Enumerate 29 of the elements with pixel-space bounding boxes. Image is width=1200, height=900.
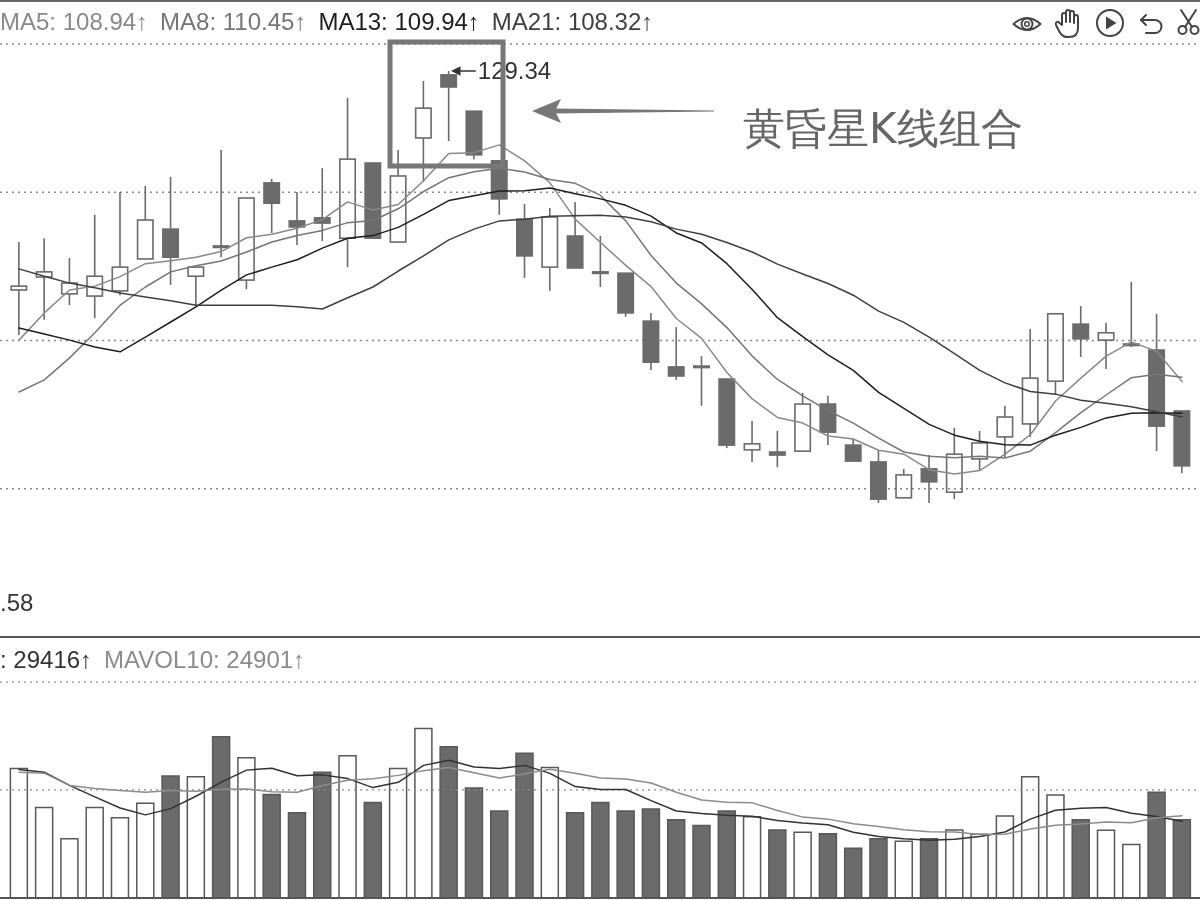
candlestick	[566, 201, 584, 269]
candlestick	[1122, 281, 1140, 348]
candlestick	[86, 214, 104, 319]
candlestick	[1097, 322, 1115, 370]
text: MA8: 110.45↑	[160, 8, 307, 36]
annotation: 黄昏星K线组合	[743, 104, 1023, 154]
text: MA21: 108.32↑	[491, 8, 654, 36]
text: MAVOL10: 24901↑	[104, 646, 306, 674]
text: .58	[0, 589, 34, 617]
candlestick	[1173, 410, 1191, 474]
text: MA13: 109.94↑	[318, 8, 480, 36]
candlestick	[1148, 312, 1166, 452]
candlestick	[819, 395, 837, 446]
candlestick	[187, 266, 205, 306]
candlestick	[10, 241, 28, 336]
text: MA5: 108.94↑	[0, 8, 149, 36]
candlestick	[541, 207, 559, 292]
candlestick	[136, 185, 154, 260]
candlestick	[212, 149, 230, 258]
candlestick	[895, 468, 913, 499]
candlestick	[35, 237, 53, 321]
candlestick	[162, 176, 180, 286]
candlestick	[667, 326, 685, 381]
candlestick	[1072, 305, 1090, 358]
candlestick	[743, 420, 761, 463]
candlestick	[1021, 328, 1039, 438]
text: : 29416↑	[0, 646, 93, 674]
candlestick	[642, 312, 660, 371]
candlestick	[288, 191, 306, 246]
